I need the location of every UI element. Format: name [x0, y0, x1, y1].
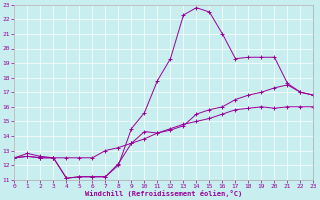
X-axis label: Windchill (Refroidissement éolien,°C): Windchill (Refroidissement éolien,°C): [85, 190, 243, 197]
